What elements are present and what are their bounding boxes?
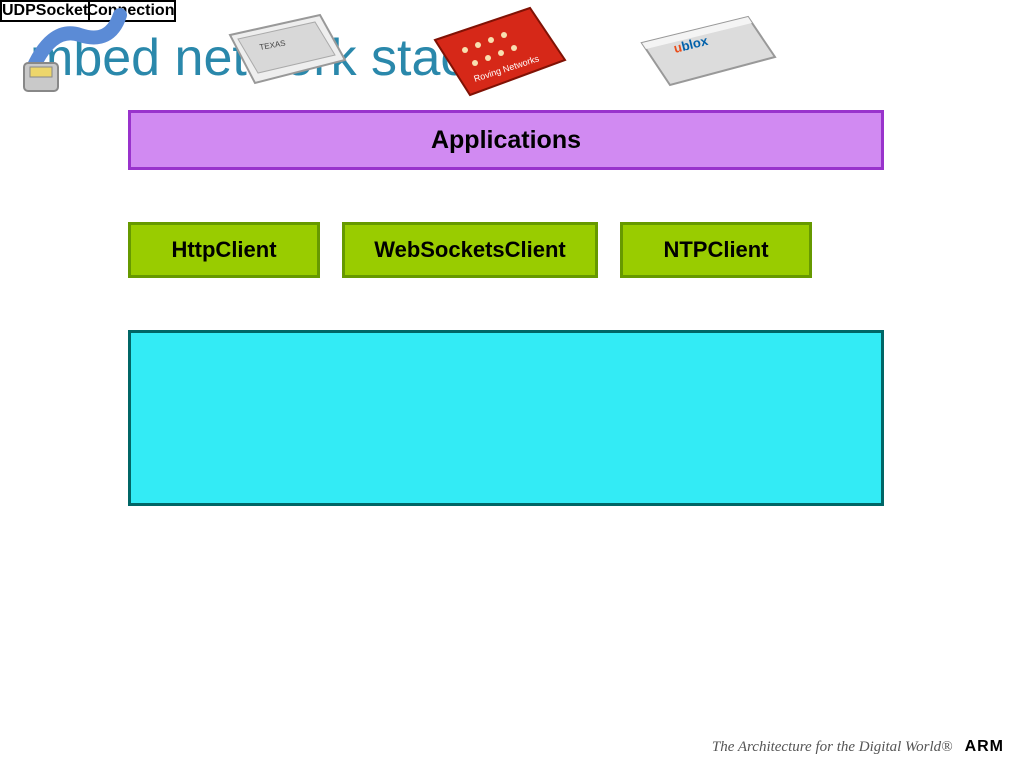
socket-layer: [128, 330, 884, 506]
hw-roving-module-icon: Roving Networks: [420, 0, 570, 100]
footer-tagline: The Architecture for the Digital World®: [712, 739, 953, 756]
client-websockets-label: WebSocketsClient: [374, 237, 566, 263]
hw-ublox-chip-icon: ublox: [630, 0, 780, 100]
hw-ethernet-icon: [0, 0, 150, 100]
client-http-label: HttpClient: [171, 237, 276, 263]
layer-applications: Applications: [128, 110, 884, 170]
client-ntp-label: NTPClient: [663, 237, 768, 263]
client-http: HttpClient: [128, 222, 320, 278]
layer-applications-label: Applications: [431, 126, 581, 155]
hardware-row: TEXAS Roving Networks ublox: [0, 0, 780, 100]
slide: mbed network stack Applications HttpClie…: [0, 0, 1024, 768]
hw-ti-chip-icon: TEXAS: [210, 0, 360, 100]
arm-logo: ARM: [965, 738, 1004, 756]
footer: The Architecture for the Digital World® …: [712, 738, 1004, 756]
client-websockets: WebSocketsClient: [342, 222, 598, 278]
client-ntp: NTPClient: [620, 222, 812, 278]
